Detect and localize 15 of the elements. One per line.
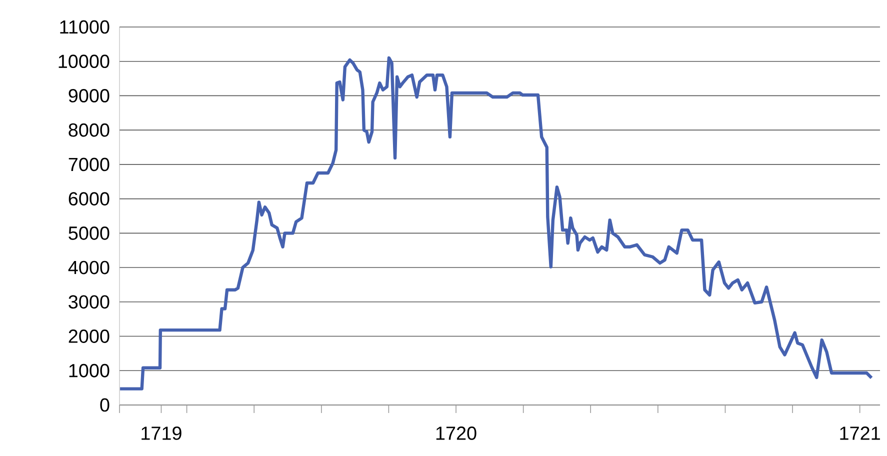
y-tick-label: 9000 xyxy=(68,89,110,102)
y-tick-label: 1000 xyxy=(69,364,110,378)
y-tick-label: 3000 xyxy=(68,295,110,309)
y-tick-label: 2000 xyxy=(68,330,110,343)
x-tick-label: 1719 xyxy=(142,426,182,440)
y-tick-label: 5000 xyxy=(68,226,110,240)
y-tick-label: 4000 xyxy=(68,260,110,274)
x-tick-label: 1720 xyxy=(436,426,476,440)
x-tick-label: 1721 xyxy=(840,426,880,440)
y-tick-label: 11000 xyxy=(60,20,110,34)
y-tick-label: 6000 xyxy=(68,192,110,206)
y-tick-label: 10000 xyxy=(58,54,110,68)
y-tick-label: 0 xyxy=(100,398,110,412)
y-tick-label: 7000 xyxy=(68,158,110,172)
y-tick-label: 8000 xyxy=(68,123,110,137)
